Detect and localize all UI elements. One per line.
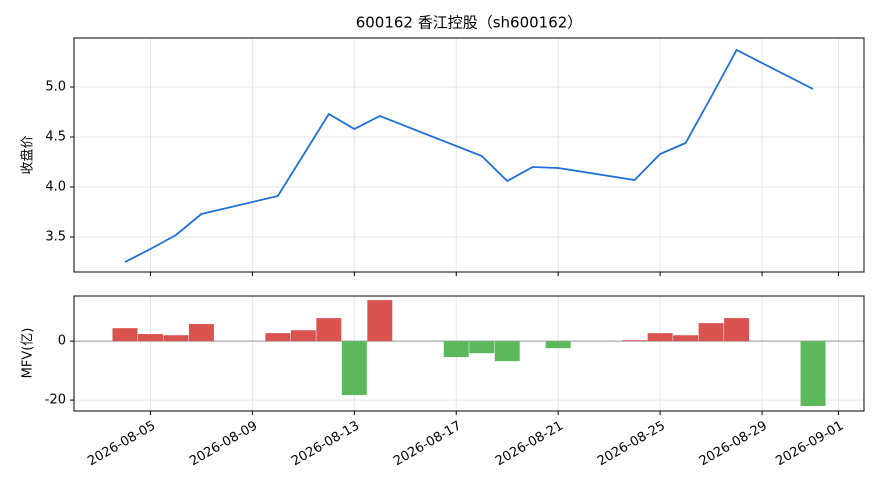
- y-tick-label: 5.0: [45, 80, 66, 95]
- bar: [188, 324, 214, 342]
- bar: [800, 341, 826, 406]
- bar: [265, 333, 291, 342]
- bar: [622, 340, 648, 342]
- bar: [112, 328, 138, 342]
- bar: [443, 341, 469, 358]
- bar: [724, 318, 750, 342]
- bar: [341, 341, 367, 396]
- bar: [290, 330, 316, 342]
- bar: [316, 318, 342, 342]
- plot-frame: [73, 37, 865, 273]
- y-tick-label: -20: [45, 393, 66, 408]
- line: [124, 48, 814, 263]
- bar: [469, 341, 495, 354]
- bar: [494, 341, 520, 362]
- y-tick-label: 4.5: [45, 130, 66, 145]
- bar: [367, 300, 393, 342]
- bar: [163, 335, 189, 342]
- bar: [673, 335, 699, 342]
- plot-frame: [73, 295, 865, 412]
- bar: [137, 334, 163, 342]
- y-axis-label: MFV(亿): [21, 328, 36, 379]
- y-tick-label: 4.0: [45, 180, 66, 195]
- y-tick-label: 0: [58, 334, 66, 349]
- chart-title: 600162 香江控股（sh600162）: [356, 14, 583, 32]
- bar: [647, 333, 673, 342]
- bar: [545, 341, 571, 349]
- y-axis-label: 收盘价: [20, 135, 36, 174]
- y-tick-label: 3.5: [45, 230, 66, 245]
- bar: [698, 323, 724, 342]
